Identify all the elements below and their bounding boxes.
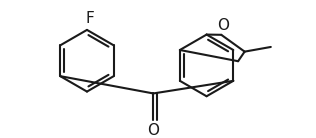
Text: O: O [147,123,159,138]
Text: O: O [217,18,229,33]
Text: F: F [85,11,94,26]
